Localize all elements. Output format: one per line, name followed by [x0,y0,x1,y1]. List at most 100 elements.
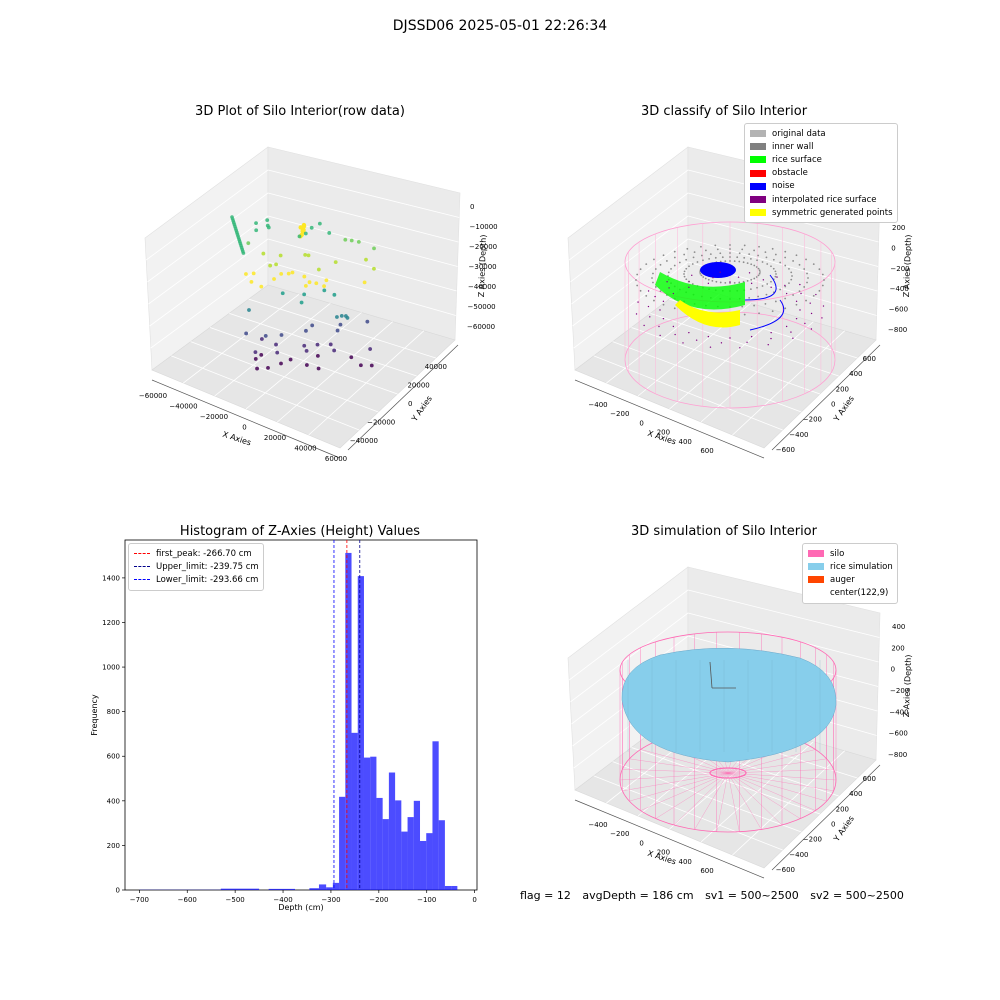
legend-label: noise [772,181,795,192]
p1-grid [145,169,269,261]
p2-interp-point [688,280,690,283]
p2-wall-point [729,252,731,254]
legend-item: symmetric generated points [750,206,893,219]
p1-point [315,342,320,347]
p2-wall-point [678,261,681,264]
p2-wall-point [692,256,695,259]
p2-wall-point [757,254,760,257]
legend-item: noise [750,180,892,193]
p2-grid [570,192,689,283]
p2-interp-point [785,292,788,295]
p2-wall-point [806,281,808,284]
p2-wall-point [770,280,772,283]
p2-interp-point [799,309,801,311]
histogram-bar [432,741,439,890]
p2-interp-point [746,341,748,343]
p1-point [251,271,256,276]
p2-z-tick: 200 [892,224,905,232]
p2-wall-point [652,272,654,275]
p1-x-axis [151,379,341,459]
p4-silo-floor-wire [673,772,729,826]
p4-z-tick: −800 [888,751,907,759]
p2-x-tick: 600 [700,447,713,455]
histogram-x-tick: 0 [472,896,476,904]
legend-label: first_peak: -266.70 cm [156,548,252,559]
p2-interp-point [770,337,772,340]
p2-wall-point [742,280,745,283]
p1-point [286,271,291,276]
p2-wall-point [756,259,758,262]
p2-grid [572,238,689,327]
histogram-y-tick: 600 [107,753,120,761]
p2-wall-point [798,290,801,293]
legend-label: silo [830,548,845,559]
legend-swatch [808,563,824,571]
p1-point [349,355,354,360]
p2-interp-point [709,346,712,348]
p2-wall-point [758,245,760,248]
p2-y-tick: 600 [863,355,876,363]
legend-item: silo [808,547,892,560]
p2-wall-point [818,289,821,292]
p1-point [303,252,308,257]
p2-interp-point [662,317,665,320]
p4-y-axis [771,764,881,871]
p1-point [338,322,343,327]
p2-wall-point [803,268,806,270]
p2-interp-point [790,331,792,333]
p2-wall-point [774,270,777,273]
legend-label: Lower_limit: -293.66 cm [156,574,259,585]
p2-interp-point [810,328,813,330]
p2-wall-point [821,284,824,287]
p1-point [372,266,376,271]
p1-point [274,262,278,267]
p2-wall-point [807,277,809,279]
p2-wall-point [753,277,756,280]
p2-y-tick: 0 [831,401,835,409]
p1-point [317,221,322,226]
p2-wall-point [749,288,752,291]
p2-wall-point [772,258,775,261]
p2-wall-point [711,279,714,282]
p2-interp-point [804,322,806,325]
histogram-bar [444,885,452,890]
p2-noise-arc [749,299,785,331]
legend-label: original data [772,128,826,139]
p2-wall-point [683,273,685,275]
p1-point [333,260,338,265]
p1-x-tick: −60000 [139,392,167,400]
p2-wall-point [673,256,676,259]
legend-label: Upper_limit: -239.75 cm [156,561,259,572]
legend-swatch [750,182,766,190]
p2-wall-point [743,313,746,316]
legend-swatch [750,196,766,204]
p1-grid [148,215,269,305]
p2-interp-point [674,333,676,336]
p4-z-tick: 200 [891,644,904,652]
legend-label: interpolated rice surface [772,194,877,205]
histogram-legend-item: Upper_limit: -239.75 cm [134,560,259,573]
p2-wall-point [733,281,736,284]
histogram-y-tick: 0 [116,887,120,895]
p4-y-label: Y Axies [831,814,856,844]
p1-point [302,274,307,279]
p1-point [266,365,270,370]
p2-wall-point [729,282,731,284]
p2-grid [732,330,845,436]
p2-wall-point [766,263,769,265]
p2-wall-point [758,272,761,275]
p2-wall-point [738,252,741,255]
p2-wall-point [685,258,688,261]
histogram-bar [438,820,445,890]
p4-grid [732,750,845,856]
legend-label: symmetric generated points [772,207,893,218]
histogram-bar [401,831,408,890]
histogram-y-label: Frequency [90,694,99,736]
p2-wall-point [812,294,815,297]
p2-wall-point [707,278,710,281]
p2-x-tick: −200 [610,410,629,418]
panel1-title: 3D Plot of Silo Interior(row data) [195,104,405,119]
histogram-bar [407,817,414,890]
p2-wall-point [746,262,749,265]
